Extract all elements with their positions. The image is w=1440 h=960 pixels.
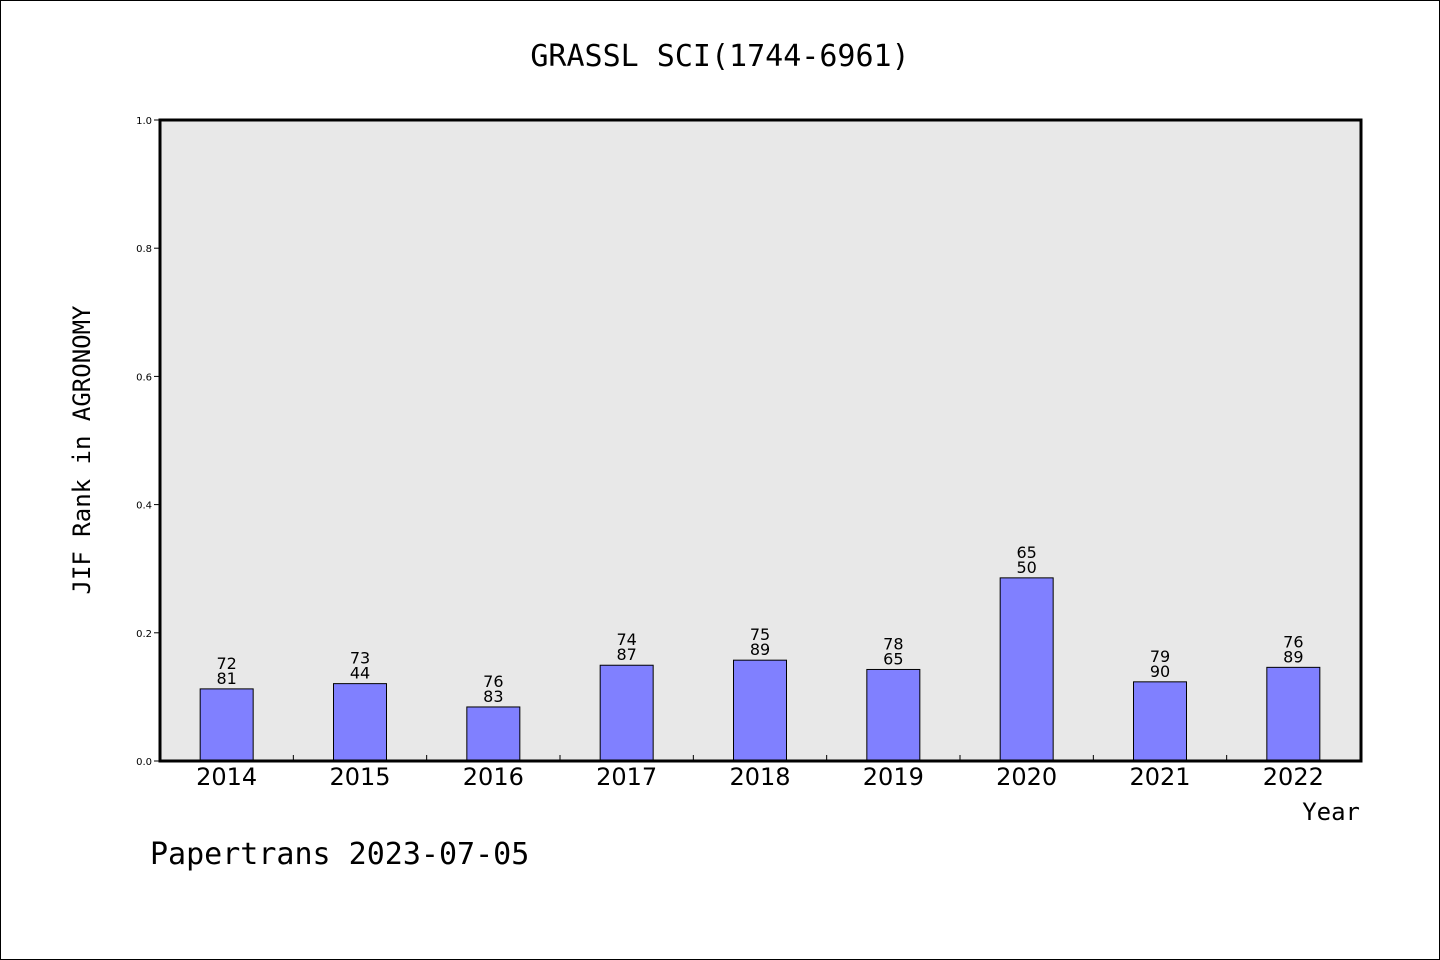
data-label-bottom-2020: 50 xyxy=(1016,558,1036,577)
x-tick-label-2018: 2018 xyxy=(729,763,790,791)
x-tick-label-2020: 2020 xyxy=(996,763,1057,791)
bar-2016 xyxy=(466,706,521,762)
x-tick-label-2014: 2014 xyxy=(196,763,257,791)
x-axis: 2014 2015 2016 2017 2018 2019 2020 2021 2022 xyxy=(196,755,1324,791)
plot-border xyxy=(158,118,1363,763)
y-tick-label: 0.6 xyxy=(136,372,152,383)
y-tick-label: 0.8 xyxy=(136,244,152,255)
data-label-bottom-2019: 65 xyxy=(883,649,903,668)
bar-2021 xyxy=(1133,681,1187,762)
data-label-bottom-2016: 83 xyxy=(483,687,503,706)
x-tick-label-2016: 2016 xyxy=(463,763,524,791)
data-label-top-2017: 74 xyxy=(616,630,636,649)
data-label-top-2019: 78 xyxy=(883,634,903,653)
footer-credit: Papertrans 2023-07-05 xyxy=(150,837,529,872)
plot-area xyxy=(160,120,1361,761)
data-label-top-2018: 75 xyxy=(750,625,770,644)
bar-2020 xyxy=(999,577,1054,762)
x-axis-label: Year xyxy=(1302,798,1360,826)
data-label-top-2021: 79 xyxy=(1150,647,1170,666)
x-tick-label-2021: 2021 xyxy=(1129,763,1190,791)
data-label-bottom-2021: 90 xyxy=(1150,662,1170,681)
x-tick-label-2015: 2015 xyxy=(329,763,390,791)
bar-2014 xyxy=(199,688,254,762)
y-axis: 0.0 0.2 0.4 0.6 0.8 1.0 xyxy=(136,116,160,768)
y-tick-label: 0.2 xyxy=(136,629,152,640)
y-tick-label: 0.4 xyxy=(136,501,152,512)
x-tick-label-2019: 2019 xyxy=(863,763,924,791)
y-tick-label: 1.0 xyxy=(136,116,152,127)
data-label-bottom-2018: 89 xyxy=(750,640,770,659)
data-label-bottom-2022: 89 xyxy=(1283,647,1303,666)
data-label-bottom-2015: 44 xyxy=(350,664,370,683)
bar-2018 xyxy=(733,659,787,762)
data-label-top-2015: 73 xyxy=(350,649,370,668)
bars-group xyxy=(199,577,1321,762)
y-axis-label: JIF Rank in AGRONOMY xyxy=(68,305,96,595)
y-tick-label: 0.0 xyxy=(136,757,152,768)
data-label-top-2014: 72 xyxy=(216,654,236,673)
x-tick-label-2022: 2022 xyxy=(1263,763,1324,791)
bar-2015 xyxy=(333,683,387,762)
data-label-top-2022: 76 xyxy=(1283,632,1303,651)
chart-title: GRASSL SCI(1744-6961) xyxy=(530,39,909,74)
bar-2022 xyxy=(1266,666,1321,762)
data-label-bottom-2017: 87 xyxy=(616,645,636,664)
data-label-bottom-2014: 81 xyxy=(216,669,236,688)
bar-2017 xyxy=(599,664,654,762)
bar-2019 xyxy=(866,668,921,762)
x-tick-label-2017: 2017 xyxy=(596,763,657,791)
data-label-top-2020: 65 xyxy=(1016,543,1036,562)
data-label-top-2016: 76 xyxy=(483,672,503,691)
